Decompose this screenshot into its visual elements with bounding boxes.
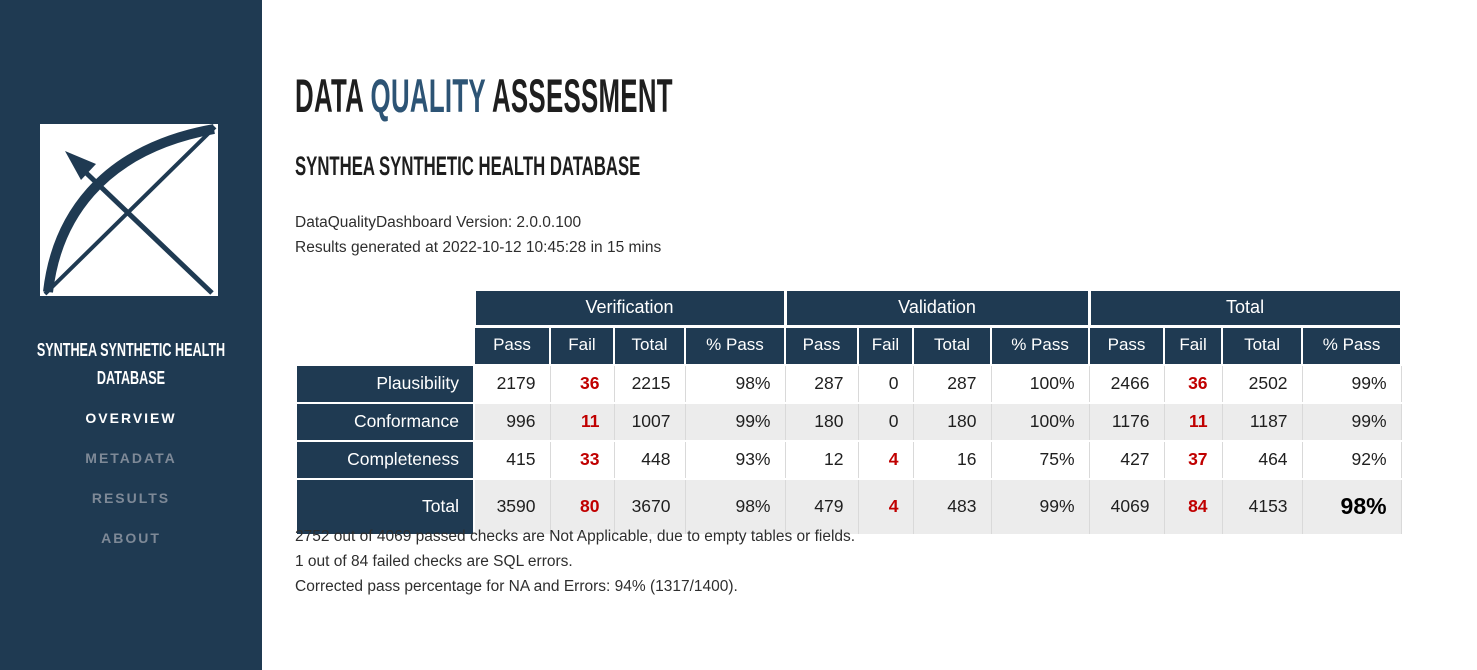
table-cell: 75% (991, 441, 1090, 480)
table-cell: 84 (1164, 479, 1223, 536)
title-assessment: ASSESSMENT (485, 69, 673, 122)
table-cell: 180 (785, 403, 859, 442)
table-cell: 99% (1302, 365, 1402, 404)
table-cell: 99% (685, 403, 786, 442)
row-label-conformance: Conformance (295, 402, 475, 442)
sub-header-pass: Pass (1088, 325, 1166, 366)
meta-info: DataQualityDashboard Version: 2.0.0.100 … (295, 210, 661, 260)
table-row: Plausibility 2179 36 2215 98% 287 0 287 100% 2466… (295, 364, 1402, 404)
bow-and-arrows-icon (43, 124, 217, 296)
table-cell: 287 (785, 365, 859, 404)
table-cell: 16 (913, 441, 992, 480)
table-cell: 4153 (1222, 479, 1303, 536)
sub-header-pass: % Pass (684, 325, 786, 366)
table-cell: 1007 (614, 403, 686, 442)
table-cell: 98% (685, 365, 786, 404)
sub-header-pass: % Pass (989, 325, 1091, 366)
sub-header-total: Total (912, 325, 992, 366)
table-cell: 4 (858, 479, 914, 536)
results-table-wrap: Verification Validation Total Pass Fail Total… (295, 288, 1403, 536)
table-cell: 11 (550, 403, 615, 442)
table-cell: 98% (1302, 479, 1402, 536)
sidebar-item-metadata[interactable]: METADATA (85, 450, 177, 466)
table-cell: 92% (1302, 441, 1402, 480)
note-line: 2752 out of 4069 passed checks are Not A… (295, 528, 856, 545)
table-cell: 479 (785, 479, 859, 536)
data-quality-results-table: Verification Validation Total Pass Fail Total… (295, 288, 1403, 536)
table-cell: 448 (614, 441, 686, 480)
table-cell: 3670 (614, 479, 686, 536)
table-cell: 0 (858, 403, 914, 442)
table-cell: 180 (913, 403, 992, 442)
table-cell: 36 (550, 365, 615, 404)
table-cell: 1187 (1222, 403, 1303, 442)
page-title: DATA QUALITY ASSESSMENT (295, 68, 673, 123)
title-quality: QUALITY (370, 69, 486, 122)
sub-header-total: Total (613, 325, 686, 366)
sidebar-nav: OVERVIEW METADATA RESULTS ABOUT (0, 408, 262, 568)
table-cell: 2502 (1222, 365, 1303, 404)
generated-line: Results generated at 2022-10-12 10:45:28… (295, 239, 662, 256)
table-cell: 33 (550, 441, 615, 480)
table-sub-header-row: Pass Fail Total% Pass Pass Fail Total% Pass Pa… (296, 325, 1403, 366)
sub-header-fail: Fail (549, 325, 615, 366)
database-subtitle: SYNTHEA SYNTHETIC HEALTH DATABASE (295, 151, 641, 181)
sub-header-pass: % Pass (1301, 325, 1403, 366)
table-cell: 93% (685, 441, 786, 480)
table-cell: 996 (474, 403, 551, 442)
group-header-validation: Validation (783, 288, 1091, 328)
table-cell: 2179 (474, 365, 551, 404)
table-cell: 37 (1164, 441, 1223, 480)
table-cell: 100% (991, 365, 1090, 404)
table-cell: 3590 (474, 479, 551, 536)
table-cell: 4 (858, 441, 914, 480)
sidebar-item-about[interactable]: ABOUT (101, 530, 161, 546)
table-cell: 12 (785, 441, 859, 480)
table-cell: 2215 (614, 365, 686, 404)
table-group-header-row: Verification Validation Total (296, 288, 1403, 328)
note-line: 1 out of 84 failed checks are SQL errors… (295, 553, 573, 570)
table-cell: 4069 (1089, 479, 1165, 536)
table-row: Completeness 415 33 448 93% 12 4 16 75% 427 37 464 9… (295, 440, 1402, 480)
title-data: DATA (295, 69, 371, 122)
table-cell: 99% (991, 479, 1090, 536)
table-cell: 0 (858, 365, 914, 404)
sub-header-fail: Fail (857, 325, 914, 366)
sidebar-item-results[interactable]: RESULTS (91, 490, 171, 506)
table-cell: 287 (913, 365, 992, 404)
table-cell: 464 (1222, 441, 1303, 480)
table-cell: 11 (1164, 403, 1223, 442)
sub-header-pass: Pass (784, 325, 859, 366)
table-cell: 427 (1089, 441, 1165, 480)
table-cell: 36 (1164, 365, 1223, 404)
sub-header-total: Total (1221, 325, 1304, 366)
footnotes: 2752 out of 4069 passed checks are Not A… (295, 524, 855, 599)
sidebar: SYNTHEA SYNTHETIC HEALTH DATABASE OVERVI… (0, 0, 262, 670)
table-cell: 2466 (1089, 365, 1165, 404)
main-content: DATA QUALITY ASSESSMENT SYNTHEA SYNTHETI… (295, 0, 1455, 670)
sub-header-fail: Fail (1163, 325, 1224, 366)
table-cell: 483 (913, 479, 992, 536)
sub-header-pass: Pass (473, 325, 551, 366)
table-row: Conformance 996 11 1007 99% 180 0 180 100% 1176 11… (295, 402, 1402, 442)
group-header-total: Total (1087, 288, 1403, 328)
table-cell: 99% (1302, 403, 1402, 442)
sidebar-database-title: SYNTHEA SYNTHETIC HEALTH DATABASE (36, 340, 226, 388)
table-cell: 80 (550, 479, 615, 536)
version-line: DataQualityDashboard Version: 2.0.0.100 (295, 214, 582, 231)
sidebar-item-overview[interactable]: OVERVIEW (85, 410, 177, 426)
row-label-plausibility: Plausibility (295, 364, 475, 404)
table-row: Total 3590 80 3670 98% 479 4 483 99% 4069 84 4153 98… (295, 478, 1402, 536)
note-line: Corrected pass percentage for NA and Err… (295, 578, 738, 595)
table-cell: 1176 (1089, 403, 1165, 442)
group-header-verification: Verification (472, 288, 787, 328)
row-label-total: Total (295, 478, 475, 536)
app-logo (40, 124, 218, 296)
row-label-completeness: Completeness (295, 440, 475, 480)
table-cell: 415 (474, 441, 551, 480)
table-cell: 100% (991, 403, 1090, 442)
table-corner-spacer (296, 290, 474, 366)
table-cell: 98% (685, 479, 786, 536)
